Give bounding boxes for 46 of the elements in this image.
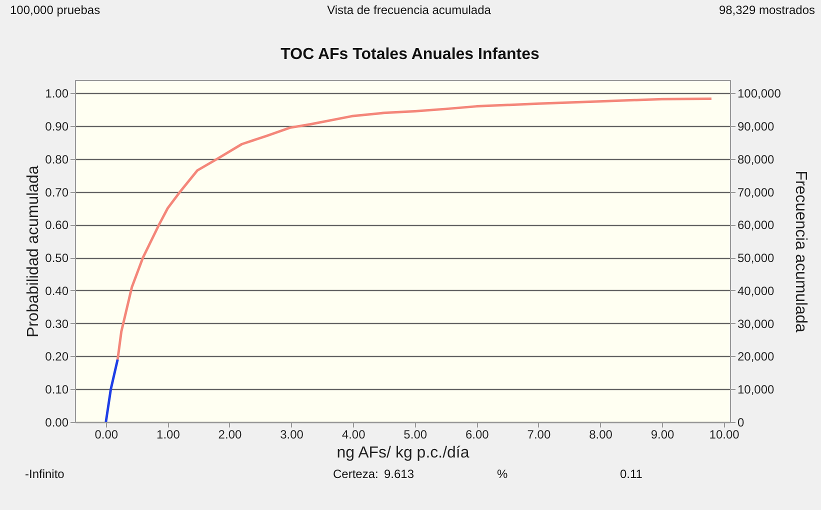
text: Vista de frecuencia acumulada xyxy=(327,3,492,17)
y2-tick-label: 0 xyxy=(738,416,744,430)
y2-tick-label: 80,000 xyxy=(738,152,775,166)
x-tick-label: 3.00 xyxy=(280,428,304,442)
y-tick-label: 0.60 xyxy=(45,218,69,232)
y2-tick-label: 20,000 xyxy=(738,350,775,364)
y2-tick-label: 10,000 xyxy=(738,382,775,397)
x-tick-label: 4.00 xyxy=(342,428,366,442)
x-tick-label: 9.00 xyxy=(650,428,675,442)
x-tick-label: 1.00 xyxy=(156,428,180,442)
y-tick-label: 0.90 xyxy=(45,120,69,134)
y-tick-label: 0.20 xyxy=(45,350,69,364)
x-tick-label: 8.00 xyxy=(589,428,613,442)
y-tick-label: 1.00 xyxy=(45,86,69,101)
y2-tick-label: 30,000 xyxy=(738,316,775,331)
y-tick-label: 0.30 xyxy=(45,316,69,331)
x-tick-label: 6.00 xyxy=(465,428,490,442)
y2-tick-label: 100,000 xyxy=(738,86,782,101)
text: 0.11 xyxy=(620,467,643,481)
x-tick-label: 5.00 xyxy=(404,428,428,442)
text: 9.613 xyxy=(384,467,414,481)
y-tick-label: 0.00 xyxy=(45,416,69,430)
y-tick-label: 0.50 xyxy=(45,251,69,266)
x-tick-label: 0.00 xyxy=(94,428,118,442)
y2-tick-label: 70,000 xyxy=(738,185,775,200)
x-axis-title: ng AFs/ kg p.c./día xyxy=(336,444,470,462)
line-series xyxy=(116,97,713,361)
y2-axis-title: Frecuencia acumulada xyxy=(792,170,809,333)
text: % xyxy=(497,467,508,481)
y-tick-label: 0.80 xyxy=(45,152,69,166)
y-tick-label: 0.10 xyxy=(45,382,69,397)
text: 98,329 mostrados xyxy=(718,3,815,17)
y2-tick-label: 60,000 xyxy=(738,218,775,232)
y2-tick-label: 90,000 xyxy=(738,120,775,134)
y-tick-label: 0.40 xyxy=(45,284,69,298)
text: Certeza: xyxy=(333,467,378,481)
x-tick-label: 10.00 xyxy=(709,428,740,442)
chart-title: TOC AFs Totales Anuales Infantes xyxy=(280,46,540,63)
text: -Infinito xyxy=(25,467,65,481)
text: 100,000 pruebas xyxy=(10,3,100,17)
x-tick-label: 2.00 xyxy=(218,428,242,442)
y2-tick-label: 50,000 xyxy=(738,251,775,266)
y2-tick-label: 40,000 xyxy=(738,284,775,298)
y-tick-label: 0.70 xyxy=(45,185,69,200)
y-axis-title: Probabilidad acumulada xyxy=(25,166,42,338)
x-tick-label: 7.00 xyxy=(527,428,551,442)
